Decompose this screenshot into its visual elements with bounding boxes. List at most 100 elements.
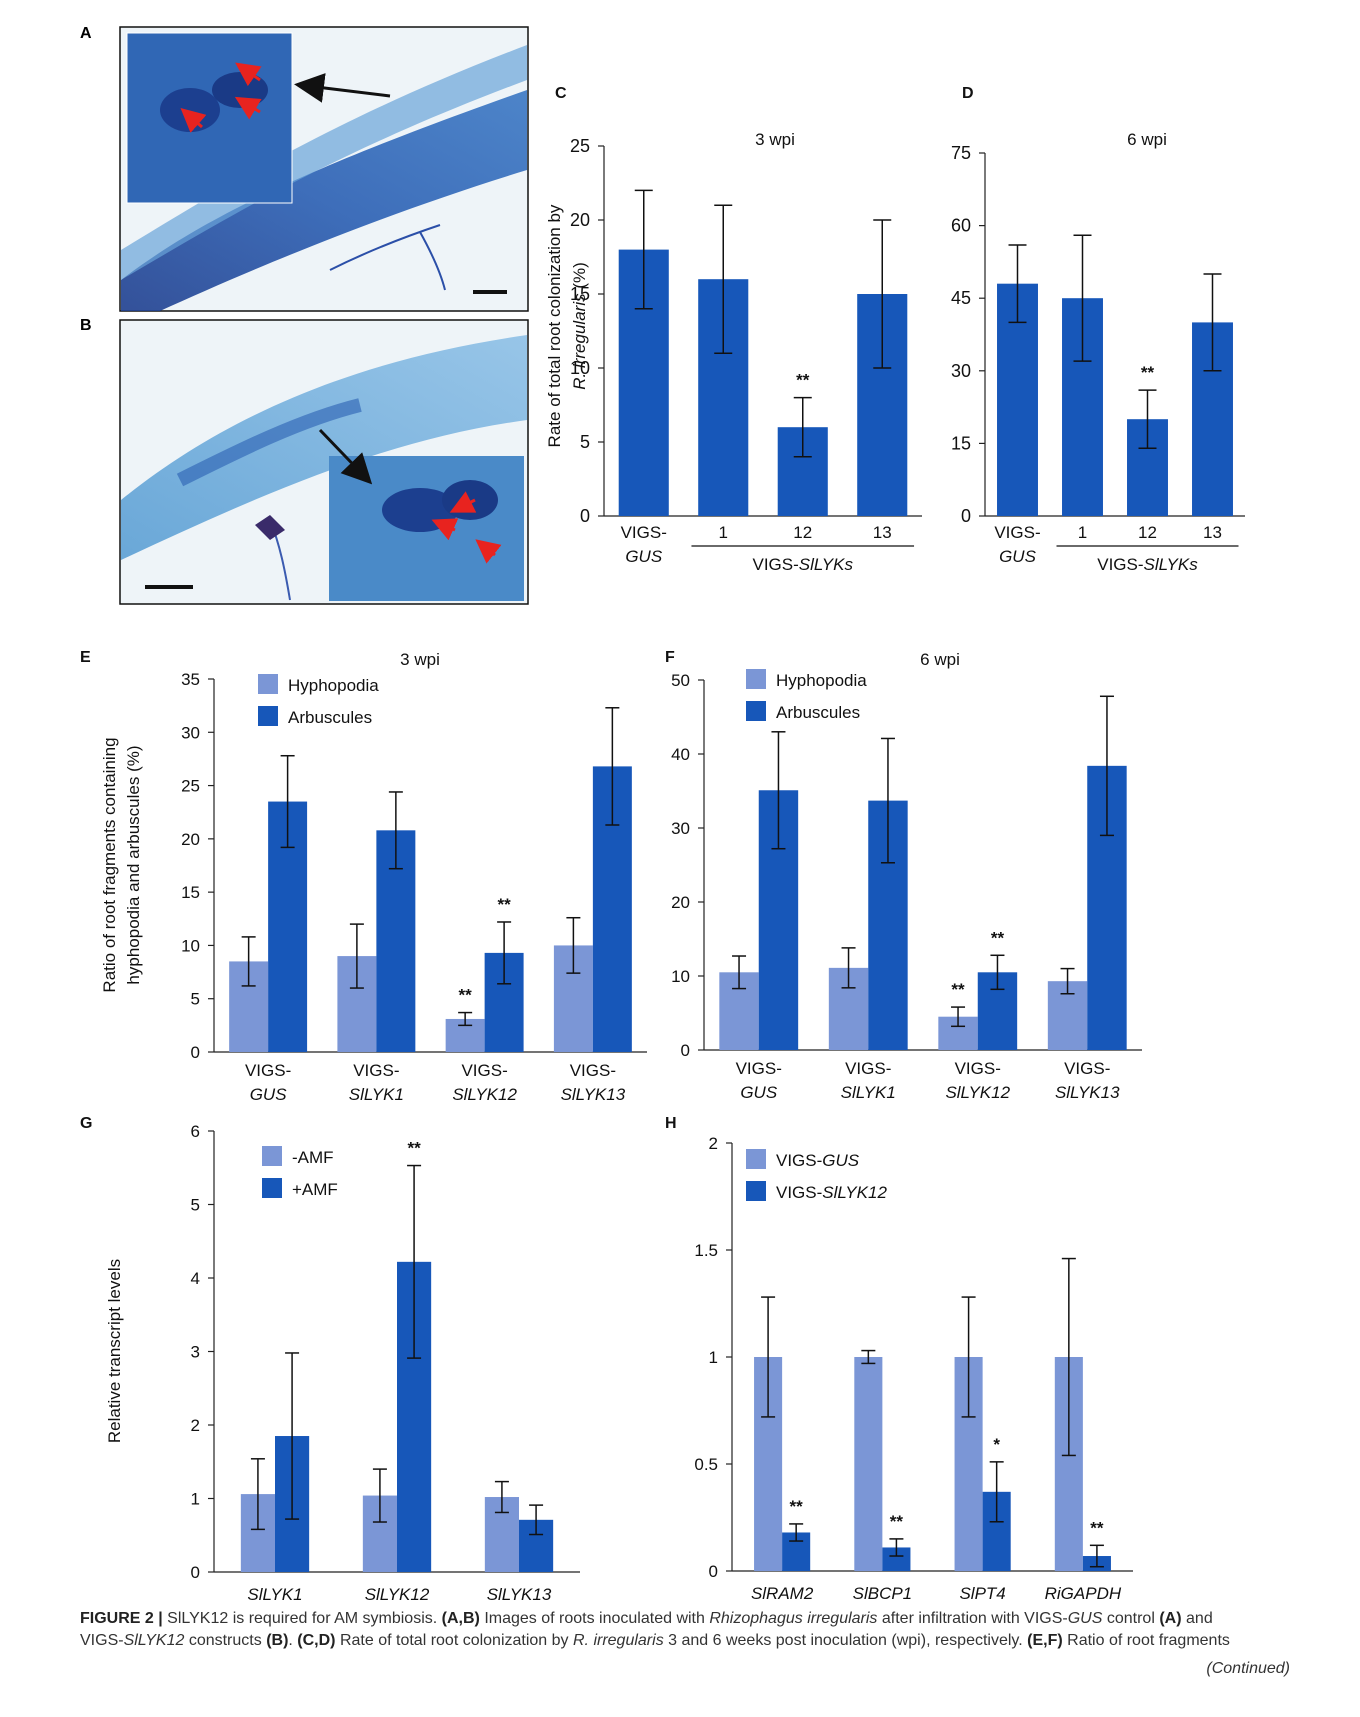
inset-pointer-arrow-a	[294, 73, 391, 103]
x-tick-label: 1	[719, 523, 728, 542]
y-tick-label: 30	[671, 819, 690, 838]
x-tick-label: 12	[1138, 523, 1157, 542]
caption-title: SlLYK12 is required for AM symbiosis.	[167, 1610, 438, 1627]
chart-title: 6 wpi	[920, 650, 960, 669]
x-tick-label: 1	[1078, 523, 1087, 542]
significance-label: **	[951, 980, 965, 999]
panel-label: H	[665, 1115, 677, 1132]
legend-swatch	[258, 706, 278, 726]
x-tick-label: VIGS-	[461, 1061, 507, 1080]
x-tick-label: VIGS-	[845, 1059, 891, 1078]
legend-swatch	[262, 1178, 282, 1198]
y-axis-label: Relative transcript levels	[105, 1259, 124, 1443]
legend-label: +AMF	[292, 1180, 338, 1199]
legend-label: Hyphopodia	[776, 671, 867, 690]
group-label: VIGS-SlLYKs	[1097, 555, 1198, 574]
bar-light	[854, 1357, 883, 1571]
y-tick-label: 25	[181, 777, 200, 796]
panel-g-chart: G 0 1 2 3 4 5 6 ** SlLYK1 SlLYK12 SlLYK13 -AMF +AMF Re…	[80, 1115, 580, 1604]
y-tick-label: 0	[709, 1562, 718, 1581]
panel-label: G	[80, 1115, 92, 1132]
y-tick-label: 0	[681, 1041, 690, 1060]
y-tick-label: 2	[709, 1134, 718, 1153]
y-tick-label: 5	[191, 1196, 200, 1215]
x-tick-label: VIGS-	[955, 1059, 1001, 1078]
y-tick-label: 1	[709, 1348, 718, 1367]
y-tick-label: 60	[951, 216, 971, 236]
x-tick-label: SlLYK1	[247, 1585, 302, 1604]
y-axis-label: hyphopodia and arbuscules (%)	[124, 745, 143, 984]
legend-label: Arbuscules	[288, 708, 372, 727]
legend-label: Arbuscules	[776, 703, 860, 722]
y-tick-label: 35	[181, 670, 200, 689]
caption-continued: (Continued)	[1206, 1660, 1290, 1677]
significance-label: **	[497, 895, 511, 914]
x-tick-label: VIGS-	[353, 1061, 399, 1080]
x-tick-label: 13	[1203, 523, 1222, 542]
x-tick-label: SlLYK13	[487, 1585, 552, 1604]
y-tick-label: 2	[191, 1416, 200, 1435]
y-tick-label: 30	[181, 723, 200, 742]
x-tick-label: GUS	[625, 547, 663, 566]
y-tick-label: 50	[671, 671, 690, 690]
legend-swatch	[746, 1149, 766, 1169]
y-tick-label: 0.5	[694, 1455, 718, 1474]
caption-label: FIGURE 2 |	[80, 1610, 163, 1627]
x-tick-label: VIGS-	[570, 1061, 616, 1080]
y-tick-label: 0	[961, 506, 971, 526]
group-label: VIGS-SlLYKs	[753, 555, 854, 574]
panel-d-chart: D 6 wpi 0 15 30 45 60 75 VIGS- GUS 1 ** 12 13 VIGS-SlL…	[951, 85, 1245, 574]
y-axis-label: Ratio of root fragments containing	[100, 737, 119, 992]
legend-label: VIGS-GUS	[776, 1151, 860, 1170]
significance-label: **	[890, 1512, 904, 1531]
y-tick-label: 10	[671, 967, 690, 986]
y-tick-label: 15	[181, 883, 200, 902]
legend-swatch	[746, 701, 766, 721]
y-tick-label: 75	[951, 143, 971, 163]
y-tick-label: 1	[191, 1490, 200, 1509]
y-tick-label: 1.5	[694, 1241, 718, 1260]
y-axis-label: R. irregularis (%)	[570, 262, 589, 390]
y-tick-label: 15	[570, 284, 590, 304]
inset-pointer-arrow-b	[318, 428, 373, 485]
x-tick-label: SlLYK12	[452, 1085, 517, 1104]
significance-label: **	[1141, 363, 1155, 382]
x-tick-label: SlLYK1	[349, 1085, 404, 1104]
chart-title: 3 wpi	[755, 130, 795, 149]
y-tick-label: 4	[191, 1269, 200, 1288]
y-axis-label: Rate of total root colonization by	[545, 204, 564, 447]
x-tick-label: SlLYK1	[841, 1083, 896, 1102]
y-tick-label: 10	[570, 358, 590, 378]
y-tick-label: 10	[181, 936, 200, 955]
legend-swatch	[746, 1181, 766, 1201]
y-tick-label: 45	[951, 288, 971, 308]
y-tick-label: 0	[580, 506, 590, 526]
x-tick-label: SlRAM2	[751, 1584, 814, 1603]
legend-swatch	[258, 674, 278, 694]
significance-label: **	[1090, 1518, 1104, 1537]
significance-label: **	[459, 986, 473, 1005]
x-tick-label: GUS	[999, 547, 1037, 566]
y-tick-label: 5	[580, 432, 590, 452]
x-tick-label: SlLYK12	[945, 1083, 1010, 1102]
y-tick-label: 30	[951, 361, 971, 381]
y-tick-label: 3	[191, 1343, 200, 1362]
significance-label: *	[993, 1435, 1000, 1454]
panel-c-chart: C 3 wpi 0 5 10 15 20 25 VIGS- GUS 1 ** 12 13 VIGS-SlLY…	[545, 85, 922, 574]
x-tick-label: 12	[793, 523, 812, 542]
panel-e-chart: E 3 wpi 0 5 10 15 20 25 30 35 ** ** VIGS- GUS VIGS- SlL…	[80, 649, 647, 1104]
chart-title: 6 wpi	[1127, 130, 1167, 149]
significance-label: **	[796, 371, 810, 390]
y-tick-label: 20	[181, 830, 200, 849]
x-tick-label: VIGS-	[1064, 1059, 1110, 1078]
legend-label: Hyphopodia	[288, 676, 379, 695]
panel-label: F	[665, 649, 675, 666]
chart-title: 3 wpi	[400, 650, 440, 669]
legend-swatch	[746, 669, 766, 689]
panel-label: D	[962, 85, 974, 102]
x-tick-label: SlLYK12	[365, 1585, 430, 1604]
x-tick-label: SlLYK13	[1055, 1083, 1120, 1102]
y-tick-label: 25	[570, 136, 590, 156]
bar-dark	[882, 1547, 911, 1571]
y-tick-label: 40	[671, 745, 690, 764]
